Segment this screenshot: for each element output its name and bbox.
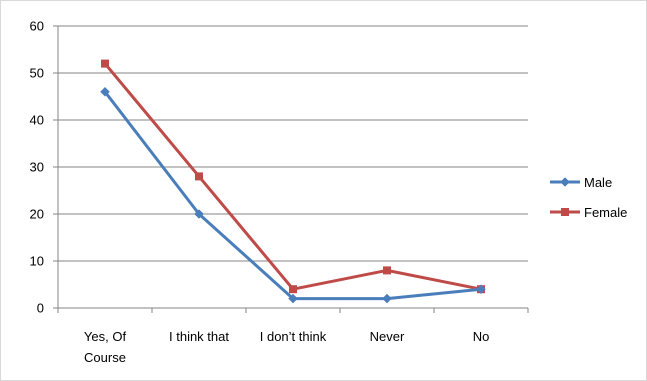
data-point xyxy=(476,284,486,295)
legend-label: Male xyxy=(584,175,612,190)
axes xyxy=(53,25,529,313)
series-line xyxy=(103,90,482,301)
legend-swatch-marker xyxy=(560,177,570,187)
data-point xyxy=(382,293,392,304)
legend-swatch-marker xyxy=(561,208,569,216)
series-female xyxy=(101,59,485,294)
y-tick-label: 20 xyxy=(30,207,44,222)
y-tick-label: 50 xyxy=(30,66,44,81)
y-tick-label: 30 xyxy=(30,160,44,175)
series-group xyxy=(100,59,486,304)
legend-item-female: Female xyxy=(550,205,627,220)
legend: Male Female xyxy=(550,175,627,220)
y-tick-labels: 0 10 20 30 40 50 60 xyxy=(30,19,44,316)
y-tick-label: 0 xyxy=(37,301,44,316)
x-tick-label: I don’t think xyxy=(260,329,327,344)
series-line xyxy=(103,62,482,291)
x-tick-label: No xyxy=(473,329,490,344)
y-tick-label: 60 xyxy=(30,19,44,34)
data-point xyxy=(100,86,110,97)
gridlines xyxy=(58,25,528,262)
data-point xyxy=(101,59,109,68)
x-tick-label: Yes, Of Course xyxy=(84,329,127,365)
data-point xyxy=(288,293,298,304)
series-male xyxy=(100,86,486,304)
x-tick-label: I think that xyxy=(169,329,229,344)
data-point xyxy=(383,266,391,275)
legend-label: Female xyxy=(584,205,627,220)
y-tick-label: 40 xyxy=(30,113,44,128)
x-tick-labels: Yes, Of Course I think that I don’t think Ne… xyxy=(84,329,489,365)
data-point xyxy=(194,209,204,219)
legend-item-male: Male xyxy=(550,175,612,190)
x-tick-label: Never xyxy=(370,329,405,344)
y-tick-label: 10 xyxy=(30,254,44,269)
data-point xyxy=(289,285,297,294)
data-point xyxy=(195,172,203,181)
